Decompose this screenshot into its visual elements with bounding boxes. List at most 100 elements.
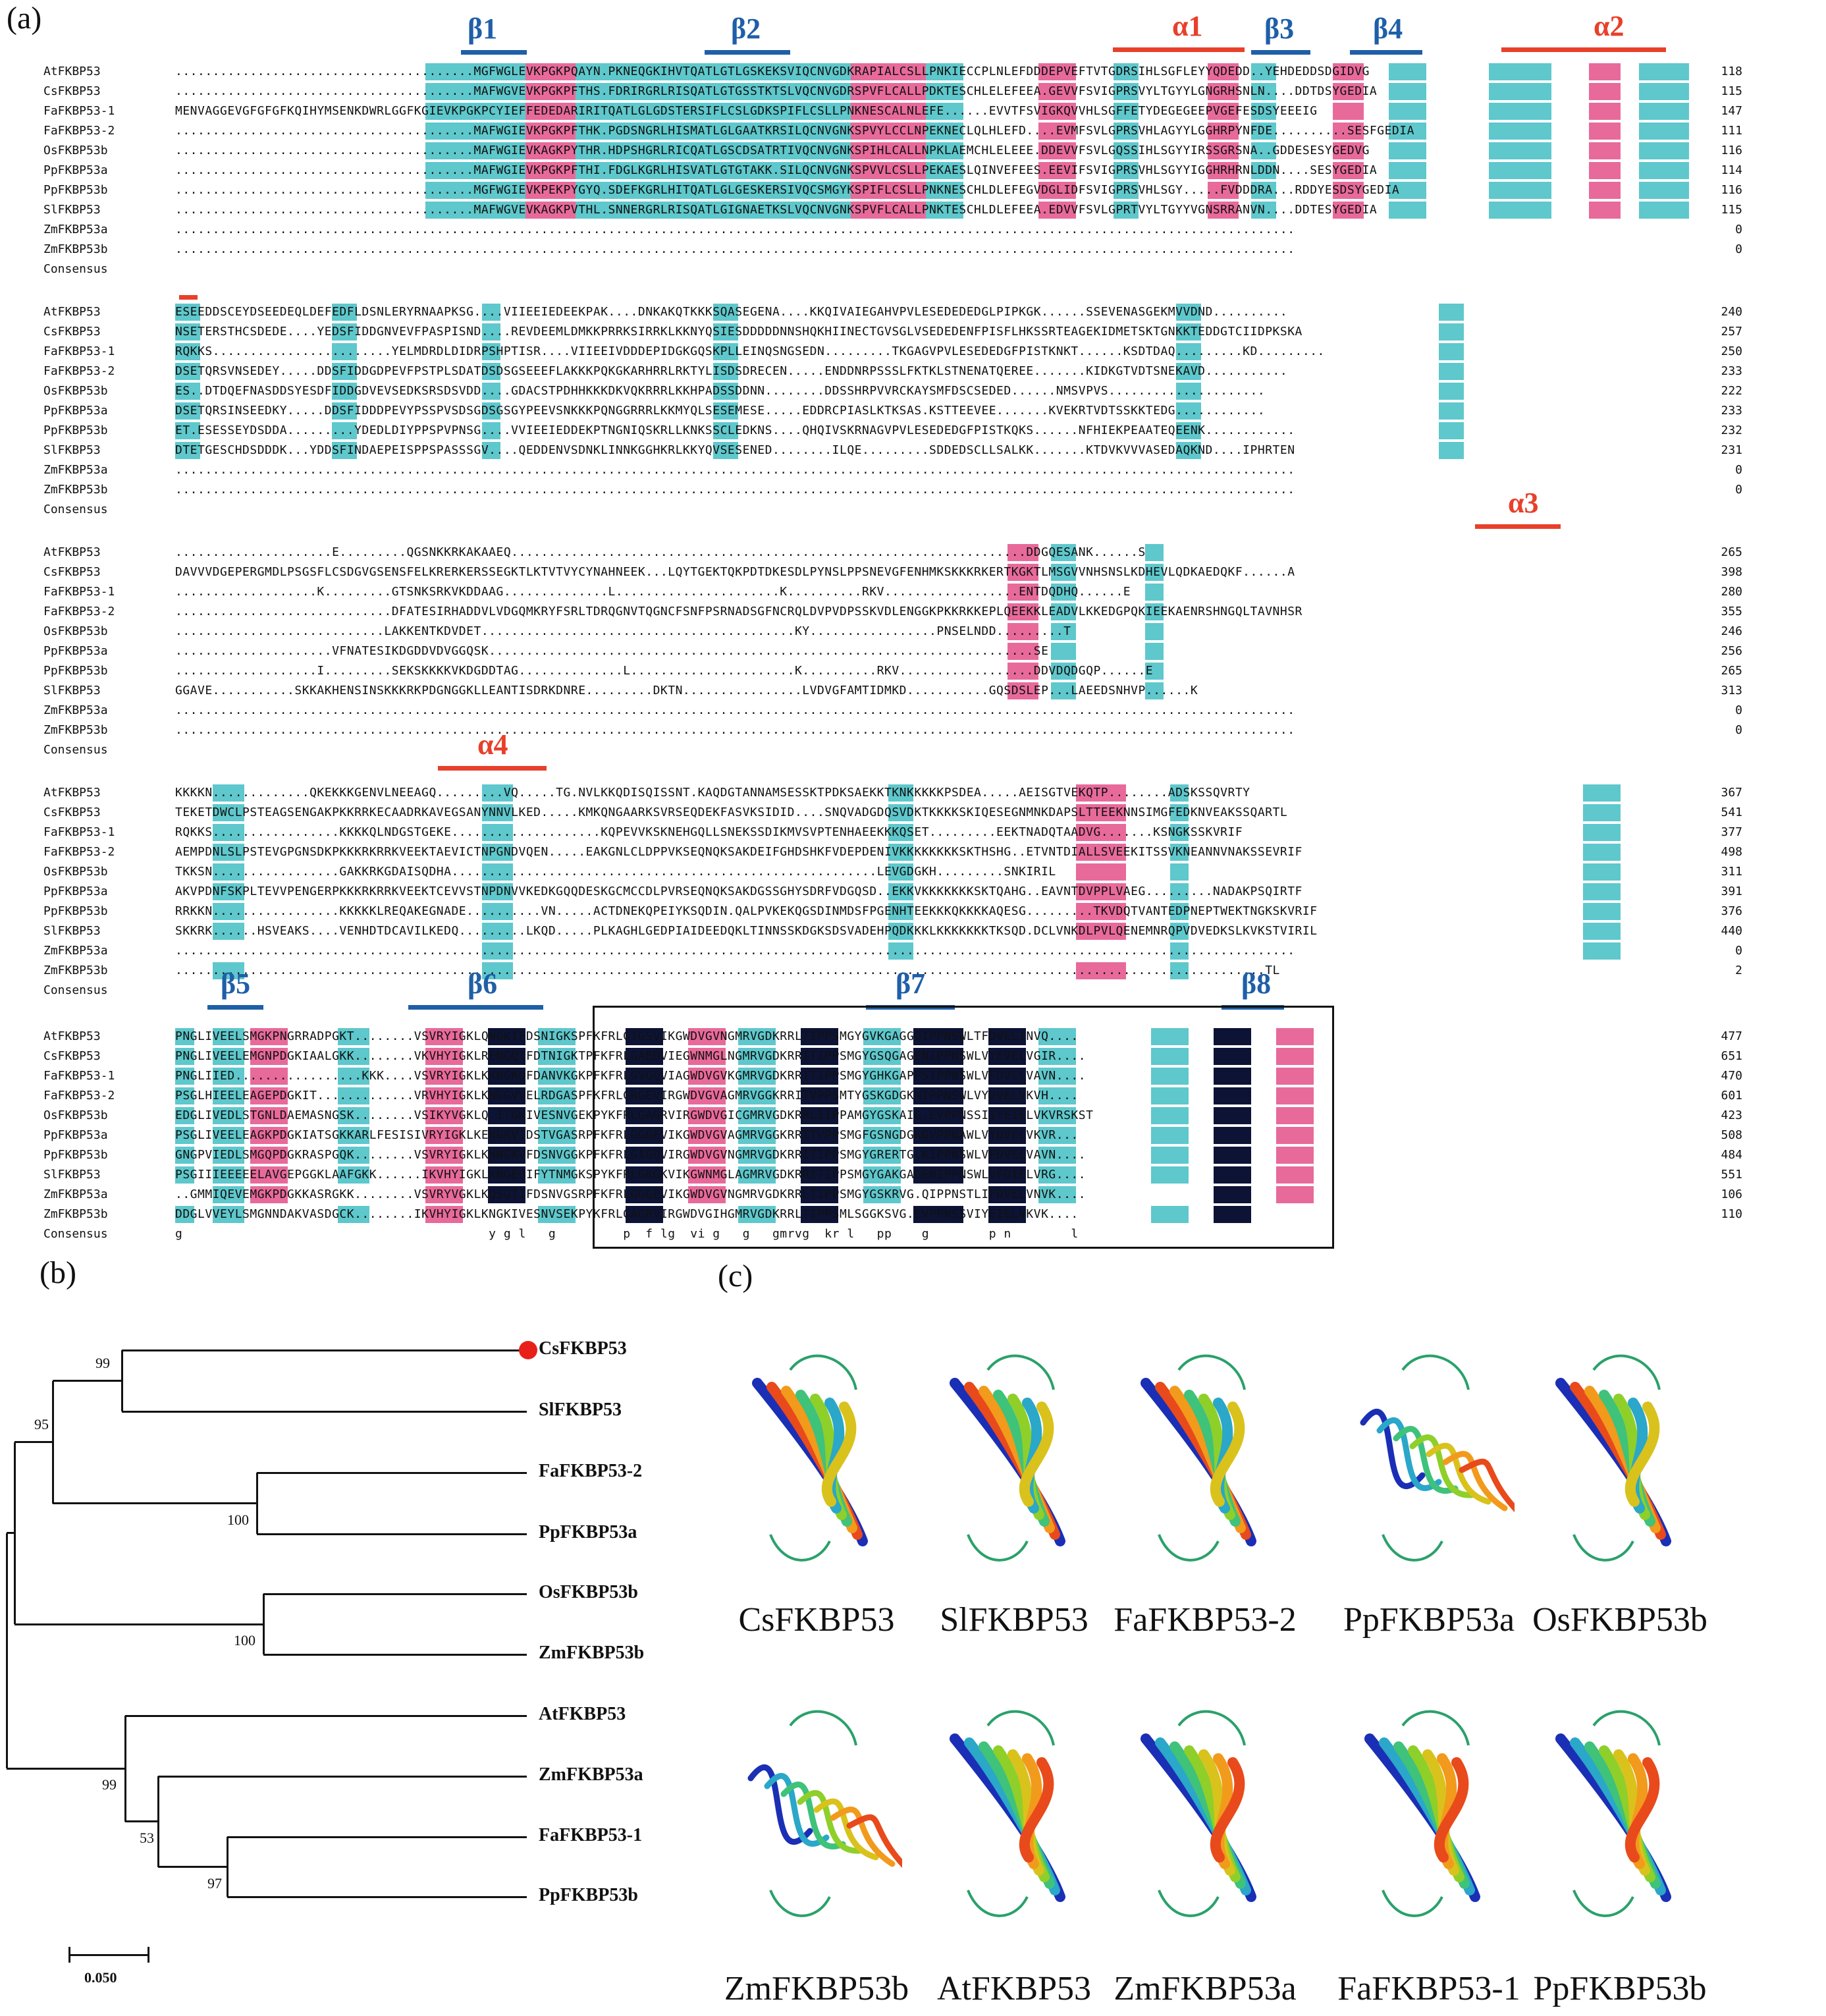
conservation-highlight <box>863 1166 901 1184</box>
residue-count: 265 <box>1721 664 1742 678</box>
structure-label: FaFKBP53-1 <box>1337 1970 1520 2007</box>
sequence-name: ZmFKBP53a <box>43 703 108 717</box>
conservation-highlight <box>481 323 500 341</box>
conservation-highlight <box>175 1206 194 1223</box>
ribbon-strand <box>764 1773 830 1847</box>
alignment-row: PpFKBP53a...............................… <box>43 161 1782 180</box>
ribbon-strand <box>1625 1757 1660 1863</box>
conservation-highlight <box>175 442 200 459</box>
sequence-residues: ...................I.........SEKSKKKKVKD… <box>175 664 1154 678</box>
conservation-highlight <box>525 123 576 140</box>
conservation-highlight <box>888 804 913 821</box>
conservation-highlight <box>175 1127 194 1144</box>
alignment-row: FaFKBP53-1 ...................K.........G… <box>43 583 1782 601</box>
ribbon-strand <box>846 1814 902 1868</box>
conservation-highlight <box>1276 1127 1314 1144</box>
beta-strand-label: β7 <box>896 967 926 1000</box>
residue-count: 110 <box>1721 1207 1742 1221</box>
conservation-highlight <box>488 1048 525 1065</box>
residue-count: 240 <box>1721 305 1742 319</box>
conservation-highlight <box>1389 162 1426 179</box>
conservation-highlight <box>1169 863 1189 881</box>
conservation-highlight <box>1439 422 1464 439</box>
beta-strand-label: β5 <box>221 967 251 1000</box>
ribbon-strand <box>1360 1409 1426 1489</box>
sequence-name: PpFKBP53b <box>43 1148 108 1162</box>
conservation-highlight <box>213 883 244 900</box>
residue-count: 367 <box>1721 786 1742 800</box>
conservation-highlight <box>1114 162 1139 179</box>
conservation-highlight <box>1439 323 1464 341</box>
conservation-highlight <box>425 123 525 140</box>
conservation-highlight <box>1176 304 1201 321</box>
tree-leaf-label: AtFKBP53 <box>539 1704 626 1724</box>
conservation-highlight <box>1439 343 1464 360</box>
conservation-highlight <box>488 1127 525 1144</box>
conservation-highlight <box>331 343 357 360</box>
sequence-residues: PSGLHIEELEAGEPDGKIT.............VRVHYIGK… <box>175 1089 1079 1103</box>
conservation-highlight <box>250 1028 288 1045</box>
conservation-highlight <box>338 1166 369 1184</box>
alignment-row: OsFKBP53b ............................LAK… <box>43 622 1782 641</box>
conservation-highlight <box>688 1048 726 1065</box>
sequence-name: OsFKBP53b <box>43 144 108 157</box>
conservation-highlight <box>1214 1166 1251 1184</box>
conservation-highlight <box>1589 162 1621 179</box>
conservation-highlight <box>175 363 200 380</box>
sequence-name: OsFKBP53b <box>43 624 108 638</box>
tree-branch <box>227 1836 527 1838</box>
structure-label: ZmFKBP53a <box>1114 1970 1297 2007</box>
structure-label: PpFKBP53b <box>1533 1970 1707 2007</box>
conservation-highlight <box>1489 202 1551 219</box>
sequence-residues: ET.ESESSEYDSDDA.........YDEDLDIYPPSPVPNS… <box>175 423 1295 437</box>
conservation-highlight <box>538 1147 576 1164</box>
conservation-highlight <box>1176 442 1201 459</box>
conservation-highlight <box>688 1068 726 1085</box>
conservation-highlight <box>1332 202 1364 219</box>
sequence-name: ZmFKBP53b <box>43 964 108 977</box>
conservation-highlight <box>1332 63 1364 80</box>
conservation-highlight <box>913 1127 963 1144</box>
beta-strand-label: β2 <box>731 13 761 45</box>
sequence-name: PpFKBP53a <box>43 644 108 658</box>
conservation-highlight <box>1639 202 1689 219</box>
conservation-highlight <box>688 1147 726 1164</box>
sequence-residues: PNGLIVEELEMGNPDGKIAALGKK........VKVHYIGK… <box>175 1049 1087 1063</box>
bootstrap-value: 97 <box>207 1874 222 1892</box>
conservation-highlight <box>425 63 525 80</box>
conservation-highlight <box>481 422 500 439</box>
alignment-row: PpFKBP53b ...................I.........SE… <box>43 662 1782 680</box>
conservation-highlight <box>1214 1127 1251 1144</box>
conservation-highlight <box>538 1166 576 1184</box>
conservation-highlight <box>213 962 244 979</box>
alignment-row: ZmFKBP53a...............................… <box>43 461 1782 479</box>
conservation-highlight <box>1007 682 1038 699</box>
scale-bar-tick <box>68 1947 70 1963</box>
tree-branch <box>262 1594 265 1654</box>
conservation-highlight <box>863 1186 901 1203</box>
conservation-highlight <box>613 162 738 179</box>
tree-leaf-label: SlFKBP53 <box>539 1400 622 1420</box>
residue-count: 601 <box>1721 1089 1742 1103</box>
conservation-highlight <box>926 162 963 179</box>
conservation-highlight <box>1214 1087 1251 1104</box>
ribbon-strand <box>1210 1757 1245 1863</box>
conservation-highlight <box>1214 1028 1251 1045</box>
conservation-highlight <box>1389 202 1426 219</box>
tree-branch <box>51 1380 54 1504</box>
conservation-highlight <box>738 1068 776 1085</box>
sequence-residues: ...................K.........GTSNKSRKVKD… <box>175 585 1131 599</box>
conservation-highlight <box>738 1107 776 1124</box>
sequence-residues: ........................................… <box>175 723 1295 737</box>
residue-count: 398 <box>1721 565 1742 579</box>
tree-branch <box>7 1767 125 1770</box>
conservation-highlight <box>425 162 525 179</box>
conservation-highlight <box>1151 1107 1189 1124</box>
residue-count: 541 <box>1721 805 1742 819</box>
conservation-highlight <box>1207 63 1239 80</box>
conservation-highlight <box>213 844 244 861</box>
conservation-highlight <box>1038 103 1076 120</box>
conservation-highlight <box>488 1068 525 1085</box>
conservation-highlight <box>1038 1068 1076 1085</box>
conservation-highlight <box>1007 564 1038 581</box>
